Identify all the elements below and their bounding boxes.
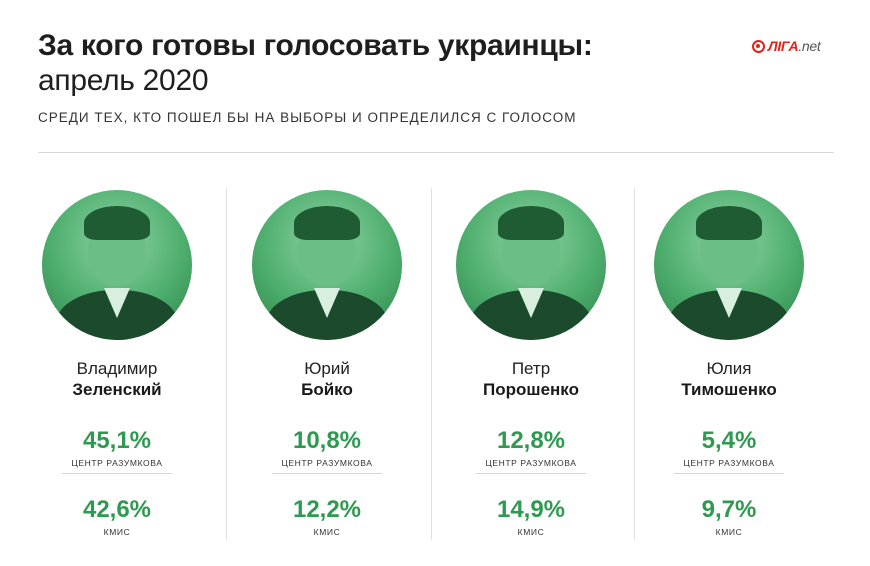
subtitle: СРЕДИ ТЕХ, КТО ПОШЕЛ БЫ НА ВЫБОРЫ И ОПРЕ… <box>38 110 577 125</box>
source-kmis: КМИС <box>715 527 743 537</box>
title-bold: За кого готовы голосовать украинцы: <box>38 29 593 62</box>
source-kmis: КМИС <box>103 527 131 537</box>
liga-logo-icon <box>752 39 765 53</box>
candidate-last-name: Тимошенко <box>681 380 777 399</box>
column-divider <box>431 188 432 540</box>
source-razumkov: ЦЕНТР РАЗУМКОВА <box>71 458 163 468</box>
source-kmis: КМИС <box>313 527 341 537</box>
pct-kmis: 12,2% <box>292 496 362 523</box>
candidate-photo <box>654 190 804 340</box>
pct-kmis: 14,9% <box>496 496 566 523</box>
candidate-first-name: Юрий <box>304 359 350 378</box>
source-divider <box>62 473 172 474</box>
source-divider <box>272 473 382 474</box>
column-divider <box>634 188 635 540</box>
source-razumkov: ЦЕНТР РАЗУМКОВА <box>281 458 373 468</box>
pct-razumkov: 45,1% <box>82 427 152 454</box>
source-razumkov: ЦЕНТР РАЗУМКОВА <box>485 458 577 468</box>
candidate-card: Петр Порошенко 12,8% ЦЕНТР РАЗУМКОВА 14,… <box>441 190 621 537</box>
pct-kmis: 42,6% <box>82 496 152 523</box>
pct-razumkov: 10,8% <box>292 427 362 454</box>
source-kmis: КМИС <box>517 527 545 537</box>
header-divider <box>38 152 834 153</box>
candidate-photo <box>252 190 402 340</box>
page-title: За кого готовы голосовать украинцы: апре… <box>38 28 598 98</box>
candidate-last-name: Бойко <box>301 380 353 399</box>
logo-main: ЛІГА <box>768 38 799 54</box>
candidate-last-name: Зеленский <box>72 380 162 399</box>
title-regular: апрель 2020 <box>38 64 209 97</box>
pct-razumkov: 5,4% <box>701 427 757 454</box>
column-divider <box>226 188 227 540</box>
pct-kmis: 9,7% <box>701 496 757 523</box>
candidate-last-name: Порошенко <box>483 380 579 399</box>
candidate-first-name: Юлия <box>706 359 752 378</box>
source-razumkov: ЦЕНТР РАЗУМКОВА <box>683 458 775 468</box>
candidate-first-name: Петр <box>511 359 551 378</box>
candidate-first-name: Владимир <box>76 359 158 378</box>
candidate-card: Юлия Тимошенко 5,4% ЦЕНТР РАЗУМКОВА 9,7%… <box>639 190 819 537</box>
candidate-photo <box>456 190 606 340</box>
liga-logo: ЛІГА.net <box>752 36 821 56</box>
logo-suffix: .net <box>798 38 821 54</box>
candidate-photo <box>42 190 192 340</box>
source-divider <box>476 473 586 474</box>
source-divider <box>674 473 784 474</box>
candidate-card: Владимир Зеленский 45,1% ЦЕНТР РАЗУМКОВА… <box>27 190 207 537</box>
pct-razumkov: 12,8% <box>496 427 566 454</box>
candidate-card: Юрий Бойко 10,8% ЦЕНТР РАЗУМКОВА 12,2% К… <box>237 190 417 537</box>
